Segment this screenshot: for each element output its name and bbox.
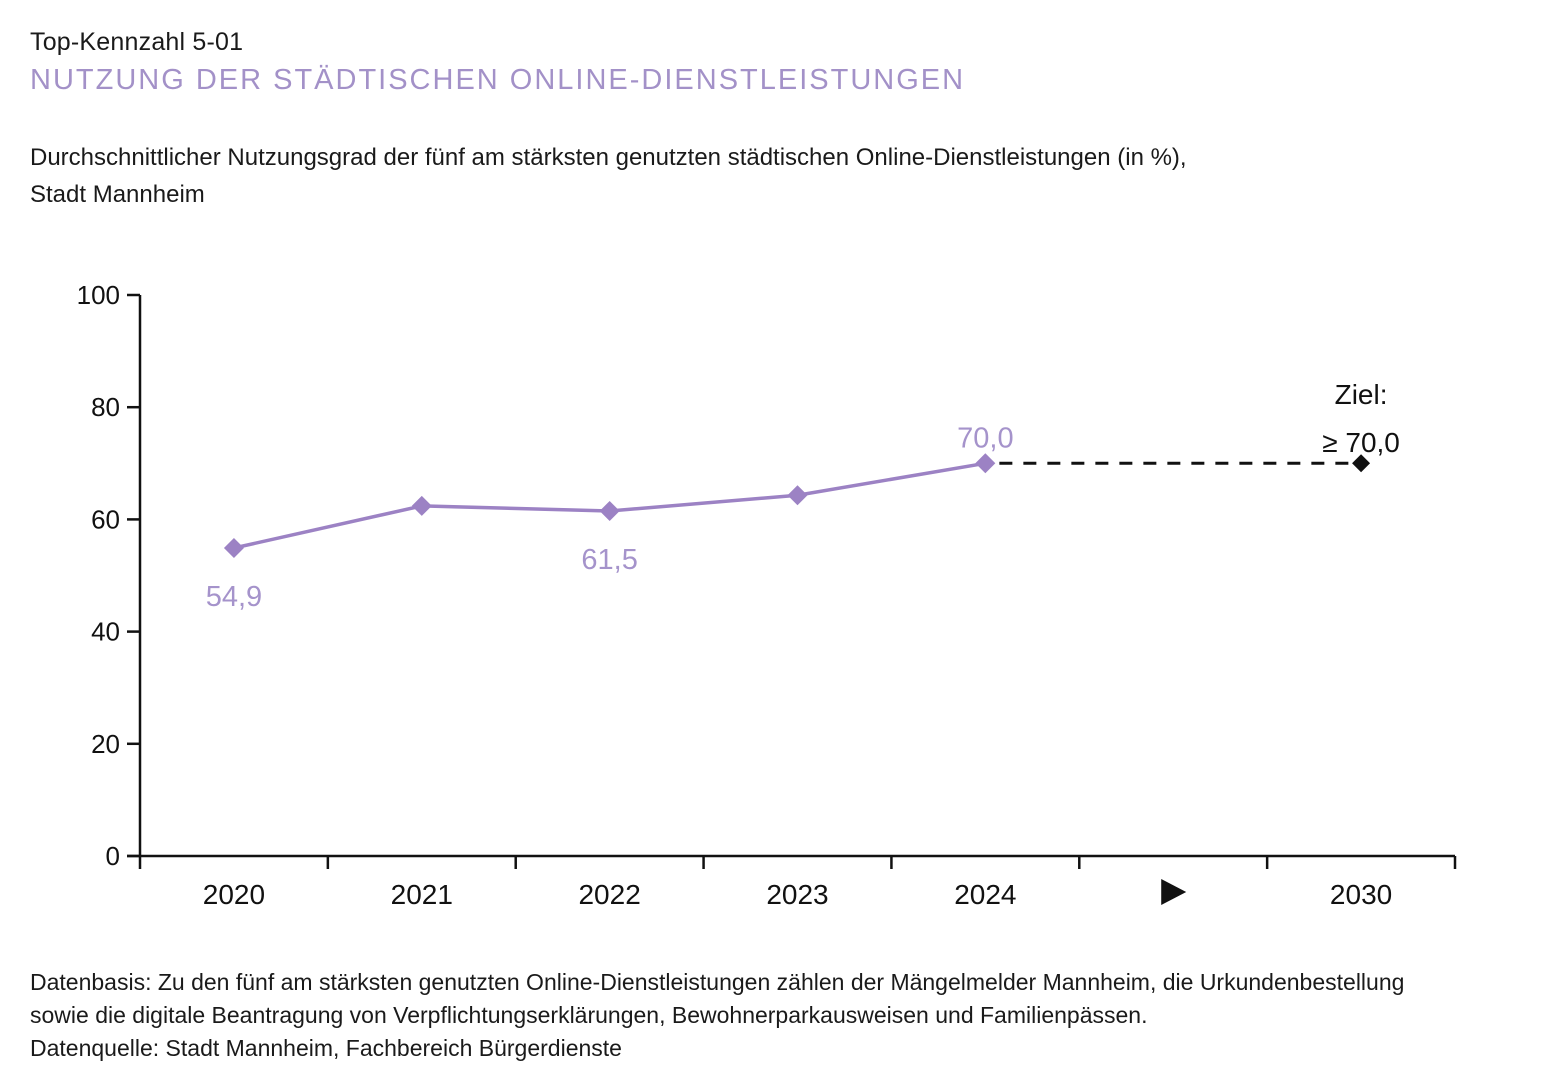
datenquelle-line: Datenquelle: Stadt Mannheim, Fachbereich… [30, 1035, 622, 1061]
x-tick-label: 2020 [203, 879, 265, 910]
y-tick-label: 0 [106, 841, 120, 871]
y-tick-label: 100 [77, 280, 120, 310]
page-title: NUTZUNG DER STÄDTISCHEN ONLINE-DIENSTLEI… [30, 64, 966, 96]
x-tick-label: 2023 [766, 879, 828, 910]
y-tick-label: 80 [91, 392, 120, 422]
kicker: Top-Kennzahl 5-01 [30, 28, 244, 56]
datenbasis-line-1: Datenbasis: Zu den fünf am stärksten gen… [30, 969, 1405, 995]
chart-subtitle: Durchschnittlicher Nutzungsgrad der fünf… [30, 139, 1187, 213]
x-tick-label: 2024 [954, 879, 1016, 910]
subtitle-line-2: Stadt Mannheim [30, 181, 205, 208]
x-tick-label: 2030 [1330, 879, 1392, 910]
x-axis-arrow-icon [1161, 879, 1187, 905]
data-point-marker [411, 495, 432, 516]
x-tick-label: 2021 [391, 879, 453, 910]
target-annotation-line1: Ziel: [1335, 379, 1388, 410]
subtitle-line-1: Durchschnittlicher Nutzungsgrad der fünf… [30, 144, 1187, 171]
data-point-marker [599, 500, 620, 521]
chart-footnotes: Datenbasis: Zu den fünf am stärksten gen… [30, 966, 1404, 1065]
target-annotation-line2: ≥ 70,0 [1322, 427, 1400, 458]
data-point-marker [787, 485, 808, 506]
data-point-label: 54,9 [206, 581, 262, 613]
data-point-label: 61,5 [581, 544, 637, 576]
data-point-marker [975, 453, 996, 474]
y-tick-label: 20 [91, 729, 120, 759]
target-marker [1352, 454, 1371, 473]
x-tick-label: 2022 [578, 879, 640, 910]
data-point-marker [223, 538, 244, 559]
datenbasis-line-2: sowie die digitale Beantragung von Verpf… [30, 1002, 1148, 1028]
y-tick-label: 40 [91, 617, 120, 647]
y-tick-label: 60 [91, 504, 120, 534]
data-point-label: 70,0 [957, 422, 1013, 454]
